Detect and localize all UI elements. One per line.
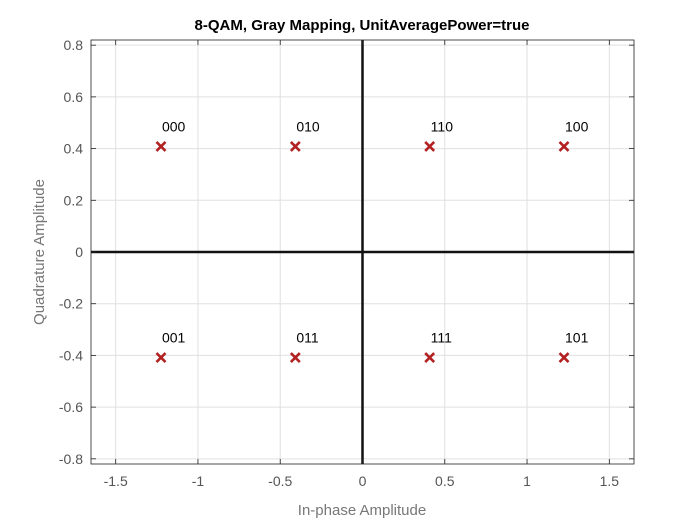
- y-tick-label: 0.4: [64, 141, 84, 157]
- ticks: -1.5 -1 -0.5 0 0.5 1 1.5 -0.8 -0.6 -0.4 -0.2 0 0.2 0.…: [59, 37, 634, 489]
- x-tick-label: -1.5: [104, 473, 128, 489]
- zero-lines: [91, 40, 634, 464]
- point-marker-stroke: [424, 352, 436, 363]
- constellation-point: [155, 352, 167, 363]
- y-tick-label: 0.6: [64, 89, 84, 105]
- x-tick-label: 0: [359, 473, 367, 489]
- point-marker-stroke: [558, 352, 570, 363]
- point-label: 111: [431, 330, 452, 346]
- constellation-point: [558, 352, 570, 363]
- y-tick-label: -0.8: [59, 451, 83, 467]
- point-marker-stroke: [155, 141, 167, 152]
- constellation-point: [155, 141, 167, 152]
- point-marker-stroke: [155, 352, 167, 363]
- point-marker-stroke: [289, 352, 301, 363]
- point-label: 101: [565, 330, 589, 346]
- point-marker-stroke: [558, 141, 570, 152]
- constellation-point: [424, 141, 436, 152]
- constellation-point: [424, 352, 436, 363]
- constellation-point: [289, 352, 301, 363]
- chart-title: 8-QAM, Gray Mapping, UnitAveragePower=tr…: [195, 17, 530, 34]
- y-tick-label: -0.2: [59, 296, 83, 312]
- x-tick-label: -1: [192, 473, 205, 489]
- point-label: 001: [162, 330, 186, 346]
- point-marker-stroke: [289, 141, 301, 152]
- point-label: 010: [296, 118, 320, 134]
- y-axis-label: Quadrature Amplitude: [31, 179, 48, 325]
- constellation-point: [289, 141, 301, 152]
- point-label: 000: [162, 118, 186, 134]
- constellation-point: [558, 141, 570, 152]
- x-tick-label: 1: [523, 473, 531, 489]
- point-label: 011: [296, 330, 319, 346]
- point-label: 110: [431, 118, 454, 134]
- y-tick-label: -0.6: [59, 399, 83, 415]
- y-tick-label: 0.2: [64, 192, 84, 208]
- point-label: 100: [565, 118, 589, 134]
- point-marker-stroke: [424, 141, 436, 152]
- data-points: 000 010 110 100 001 011 111 101: [155, 118, 589, 363]
- x-axis-label: In-phase Amplitude: [298, 502, 426, 519]
- x-tick-label: -0.5: [268, 473, 292, 489]
- x-tick-label: 1.5: [600, 473, 620, 489]
- y-tick-label: 0: [75, 244, 83, 260]
- x-tick-label: 0.5: [435, 473, 455, 489]
- y-tick-label: -0.4: [59, 347, 83, 363]
- y-tick-label: 0.8: [64, 37, 84, 53]
